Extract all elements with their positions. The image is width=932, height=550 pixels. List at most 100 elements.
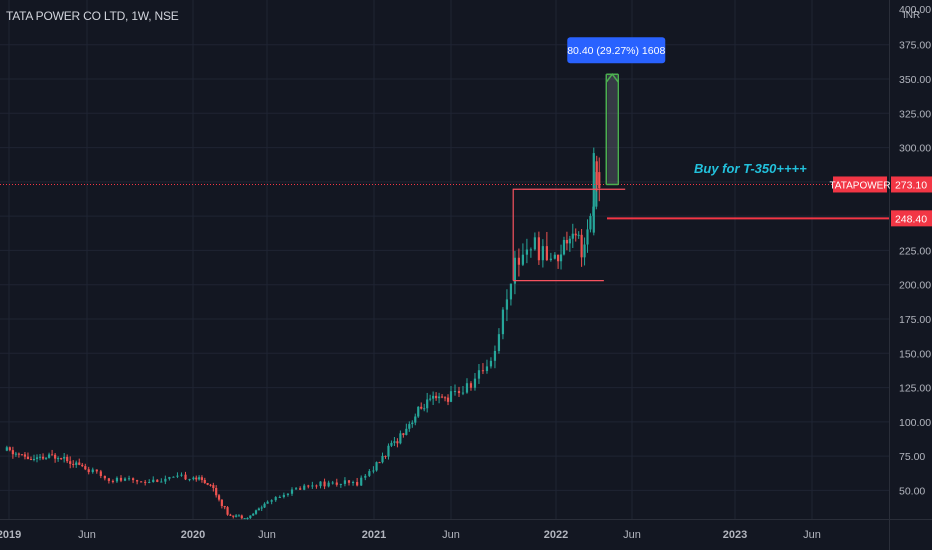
candle-body xyxy=(595,161,598,185)
candle-body xyxy=(426,399,429,409)
candle-body xyxy=(402,433,405,435)
candle-body xyxy=(212,485,215,488)
candle-body xyxy=(315,485,318,487)
candle-body xyxy=(327,482,330,487)
candle-body xyxy=(545,246,548,261)
candle-body xyxy=(331,482,334,484)
currency-label: INR xyxy=(903,10,921,21)
candle-body xyxy=(592,153,595,233)
candle-body xyxy=(598,172,601,189)
candle-body xyxy=(220,499,223,507)
candle-body xyxy=(103,475,106,479)
candle-body xyxy=(446,397,450,402)
candle-body xyxy=(84,466,87,470)
candle-body xyxy=(461,392,465,394)
candle-body xyxy=(568,238,571,244)
last-price-tag xyxy=(891,176,932,193)
candle-body xyxy=(32,458,36,460)
x-tick-label: 2022 xyxy=(544,529,568,541)
candle-body xyxy=(396,441,399,444)
candle-body xyxy=(343,480,347,484)
candle-body xyxy=(99,471,102,476)
candle-body xyxy=(489,360,493,367)
candle-body xyxy=(260,507,263,509)
candle-body xyxy=(180,474,183,476)
x-tick-label: Jun xyxy=(78,529,96,541)
candle-body xyxy=(131,478,135,481)
candle-body xyxy=(381,455,384,463)
candle-body xyxy=(266,501,269,504)
candle-body xyxy=(160,481,163,483)
candle-body xyxy=(217,495,221,500)
candle-body xyxy=(485,366,489,372)
candle-body xyxy=(351,481,355,483)
candle-body xyxy=(81,464,84,467)
candle-body xyxy=(152,479,155,483)
candle-body xyxy=(252,513,255,516)
candle-body xyxy=(453,391,457,393)
candle-body xyxy=(469,383,473,388)
candle-body xyxy=(188,479,191,481)
y-tick-label: 100.00 xyxy=(899,417,931,429)
candle-body xyxy=(307,485,310,487)
candle-body xyxy=(215,487,218,496)
symbol-tag xyxy=(833,176,887,193)
x-tick-label: 2020 xyxy=(181,529,205,541)
candle-body xyxy=(565,239,569,244)
candle-body xyxy=(509,283,513,300)
x-tick-label: Jun xyxy=(442,529,460,541)
candle-body xyxy=(164,478,167,482)
candle-body xyxy=(477,370,481,379)
candle-body xyxy=(11,450,14,455)
y-tick-label: 200.00 xyxy=(899,280,931,292)
candle-body xyxy=(72,463,75,465)
candle-body xyxy=(226,507,229,515)
candle-body xyxy=(123,478,127,481)
candle-body xyxy=(556,254,560,262)
candle-body xyxy=(517,257,521,265)
candle-body xyxy=(75,462,78,465)
y-tick-label-top: 400.00 xyxy=(899,4,931,16)
candle-body xyxy=(420,406,423,409)
candle-body xyxy=(172,476,175,478)
candle-body xyxy=(529,249,532,251)
candle-body xyxy=(559,254,563,262)
candle-body xyxy=(408,424,411,429)
candle-body xyxy=(234,515,238,517)
annotation-text: Buy for T-350++++ xyxy=(694,161,807,176)
candle-body xyxy=(411,422,414,425)
candle-body xyxy=(237,515,241,517)
candle-body xyxy=(14,453,17,455)
candle-body xyxy=(240,515,243,519)
candle-body xyxy=(69,461,72,464)
candle-body xyxy=(497,334,501,351)
x-tick-label: 2023 xyxy=(723,529,747,541)
candle-body xyxy=(405,428,408,435)
candle-body xyxy=(368,471,371,476)
y-tick-label: 300.00 xyxy=(899,143,931,155)
candle-body xyxy=(335,482,338,485)
candle-body xyxy=(417,406,420,417)
candle-body xyxy=(91,469,94,473)
candle-body xyxy=(465,383,469,393)
candle-body xyxy=(586,229,589,245)
x-tick-label: 2019 xyxy=(0,529,21,541)
candle-body xyxy=(192,477,195,480)
y-tick-label: 175.00 xyxy=(899,314,931,326)
candle-body xyxy=(299,488,302,490)
candle-body xyxy=(323,481,326,487)
candle-body xyxy=(589,215,592,230)
candle-body xyxy=(393,441,396,443)
y-tick-label: 225.00 xyxy=(899,245,931,257)
candle-body xyxy=(356,481,359,486)
candle-body xyxy=(54,454,57,459)
candle-body xyxy=(339,483,342,485)
symbol-tag-label: TATAPOWER xyxy=(829,180,890,191)
y-tick-label: 125.00 xyxy=(899,383,931,395)
candle-body xyxy=(257,508,260,511)
candle-body xyxy=(127,478,131,480)
candle-body xyxy=(184,474,187,480)
candle-body xyxy=(274,497,277,501)
candle-body xyxy=(414,416,417,423)
